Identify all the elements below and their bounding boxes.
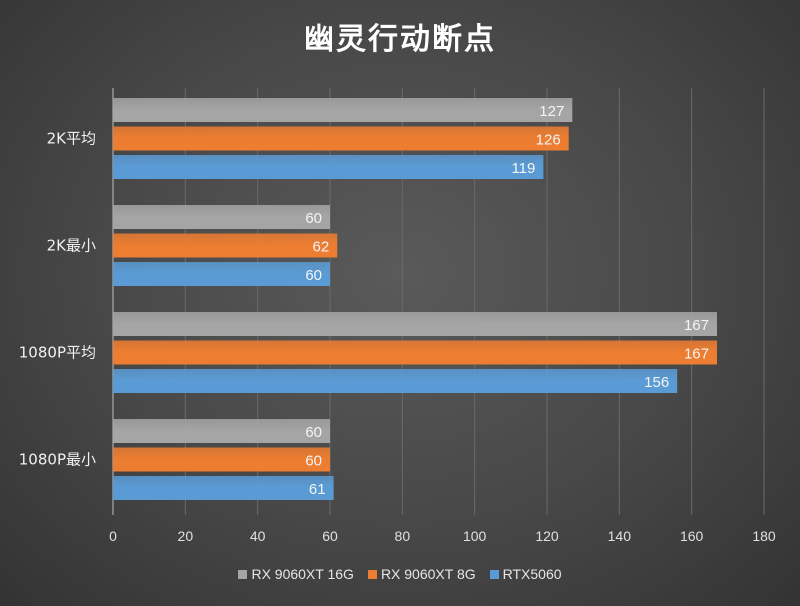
chart-title: 幽灵行动断点 xyxy=(304,22,496,57)
data-label: 156 xyxy=(644,374,669,391)
bar xyxy=(113,340,717,365)
data-label: 167 xyxy=(684,346,709,363)
legend: RX 9060XT 16G RX 9060XT 8G RTX5060 xyxy=(0,566,800,582)
bar xyxy=(113,233,338,258)
data-label: 126 xyxy=(536,132,561,149)
legend-label: RTX5060 xyxy=(502,566,562,582)
legend-label: RX 9060XT 8G xyxy=(380,566,476,582)
data-label: 60 xyxy=(305,424,322,441)
x-tick-label: 100 xyxy=(463,528,487,544)
legend-label: RX 9060XT 16G xyxy=(251,566,354,582)
category-label: 2K最小 xyxy=(47,237,96,255)
bar xyxy=(113,447,330,472)
data-label: 60 xyxy=(305,210,322,227)
legend-item: RX 9060XT 8G xyxy=(367,566,476,582)
data-label: 60 xyxy=(305,267,322,284)
legend-item: RTX5060 xyxy=(489,566,562,582)
bar xyxy=(113,155,544,179)
category-label: 1080P平均 xyxy=(19,344,96,362)
bar xyxy=(113,205,330,229)
bar xyxy=(113,312,717,336)
category-label: 2K平均 xyxy=(47,130,96,148)
bar xyxy=(113,369,678,393)
data-label: 119 xyxy=(511,160,535,177)
bar xyxy=(113,262,330,286)
legend-swatch xyxy=(367,569,377,579)
bar xyxy=(113,476,334,500)
bar xyxy=(113,126,569,151)
legend-swatch xyxy=(489,569,499,579)
x-tick-label: 120 xyxy=(535,528,559,544)
x-tick-label: 160 xyxy=(680,528,704,544)
x-tick-label: 0 xyxy=(109,528,117,544)
data-label: 62 xyxy=(313,239,330,256)
data-label: 127 xyxy=(539,103,564,120)
bar xyxy=(113,419,330,443)
x-tick-label: 180 xyxy=(752,528,776,544)
legend-item: RX 9060XT 16G xyxy=(238,566,354,582)
x-tick-label: 20 xyxy=(178,528,194,544)
x-tick-label: 60 xyxy=(322,528,338,544)
bar xyxy=(113,98,573,122)
category-label: 1080P最小 xyxy=(19,451,96,469)
legend-swatch xyxy=(238,569,248,579)
data-label: 61 xyxy=(309,481,326,498)
x-tick-label: 80 xyxy=(395,528,411,544)
x-tick-label: 140 xyxy=(608,528,632,544)
data-label: 60 xyxy=(305,453,322,470)
data-label: 167 xyxy=(684,317,709,334)
x-tick-label: 40 xyxy=(250,528,266,544)
